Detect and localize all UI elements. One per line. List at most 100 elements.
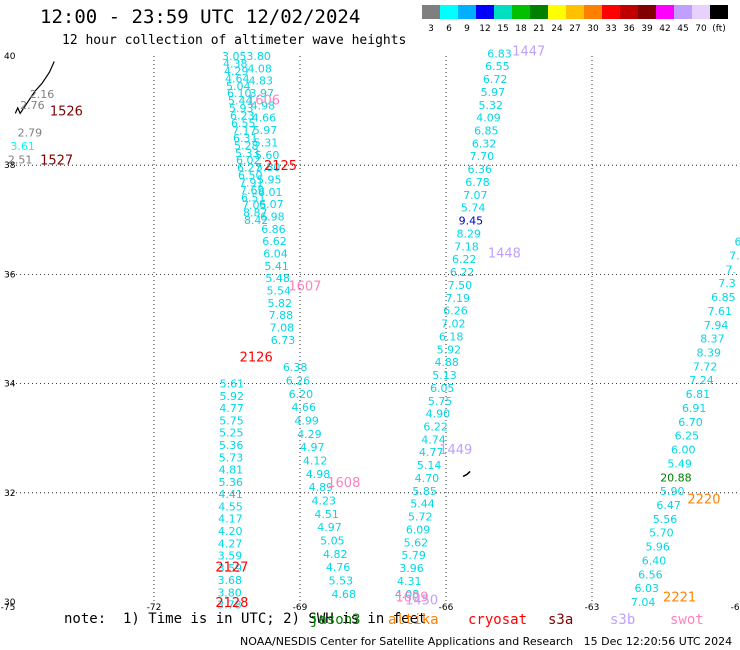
wave-height-value: 4.97 (317, 521, 342, 534)
scale-swatch (494, 5, 512, 19)
scale-tick-label: 70 (695, 24, 707, 33)
wave-height-value: 5.44 (228, 95, 253, 108)
wave-height-value: 5.93 (229, 102, 254, 115)
wave-height-value: 4.77 (419, 446, 444, 459)
x-tick-label: -60 (731, 603, 740, 613)
wave-height-value: 6.18 (439, 330, 464, 343)
pass-time-labels: 1526 1527 1606 2125 1607 2126 1608 2127 2128 1609… (40, 45, 720, 611)
wave-height-value: 6.31 (233, 132, 258, 145)
wave-height-value: 5.80 (256, 161, 281, 174)
wave-height-value: 6.91 (682, 402, 707, 415)
wave-height-value: 7.61 (708, 305, 733, 318)
wave-height-value: 5.72 (408, 511, 433, 524)
scale-swatch (620, 5, 638, 19)
wave-height-value: 4.08 (395, 588, 420, 601)
wave-height-value: 5.92 (437, 343, 462, 356)
wave-height-value: 8.42 (244, 214, 269, 227)
wave-height-value: 4.51 (314, 508, 339, 521)
x-tick-label: -75 (1, 603, 16, 613)
wave-height-value: 7.05 (242, 199, 267, 212)
wave-height-value: 4.70 (415, 472, 440, 485)
wave-height-value: 4.29 (224, 65, 249, 78)
scale-tick-label: 3 (428, 24, 434, 33)
wave-height-value: 5.44 (410, 498, 435, 511)
wave-height-value: 5.79 (401, 549, 426, 562)
coastline (14, 61, 471, 478)
wave-height-value: 4.66 (252, 112, 277, 125)
wave-height-value: 4.27 (218, 537, 243, 550)
wave-height-value: 5.32 (478, 99, 503, 112)
wave-height-value: 4.66 (291, 401, 316, 414)
wave-height-value: 5.62 (404, 536, 429, 549)
wave-height-value: 6.10 (227, 87, 252, 100)
wave-height-value: 4.41 (218, 488, 243, 501)
map-grid (8, 56, 738, 602)
wave-height-value: 6.47 (656, 499, 681, 512)
wave-height-labels: 3.054.384.294.645.046.105.445.936.236.55… (8, 47, 740, 611)
scale-tick-label: 21 (533, 24, 544, 33)
y-tick-label: 36 (4, 270, 16, 280)
wave-height-value: 3.80 (217, 586, 242, 599)
scale-swatch (422, 5, 440, 19)
wave-height-value: 5.41 (264, 260, 289, 273)
footer-credit: NOAA/NESDIS Center for Satellite Applica… (240, 635, 733, 648)
scale-swatch (548, 5, 566, 19)
wave-height-value: 5.53 (329, 574, 354, 587)
scale-tick-label: 42 (659, 24, 670, 33)
pass-time-label: 1448 (488, 247, 521, 262)
wave-height-value: 7.69 (240, 184, 265, 197)
legend-jason3: jason3 (310, 612, 361, 628)
wave-height-value: 7. (729, 250, 740, 263)
wave-height-value: 4.64 (225, 72, 250, 85)
wave-height-value: 6.02 (236, 154, 261, 167)
pass-time-label: 1527 (40, 154, 73, 169)
legend-note: note: 1) Time is in UTC; 2) SWH is in fe… (64, 611, 427, 627)
wave-height-value: 6.78 (465, 176, 490, 189)
pass-time-label: 1608 (327, 476, 360, 491)
wave-height-value: 5.97 (253, 124, 278, 137)
wave-height-value: 6.01 (258, 186, 283, 199)
wave-height-value: 2.51 (8, 154, 33, 167)
scale-swatch (692, 5, 710, 19)
scale-swatch (674, 5, 692, 19)
wave-height-value: 6.62 (262, 235, 287, 248)
legend-cryosat: cryosat (468, 612, 528, 628)
wave-height-value: 5.14 (417, 459, 442, 472)
pass-time-label: 1607 (288, 279, 321, 294)
wave-height-value: 7.94 (704, 319, 729, 332)
wave-height-value: 4.08 (247, 62, 272, 75)
wave-height-value: 6.73 (271, 334, 296, 347)
wave-height-value: 6.26 (286, 375, 311, 388)
wave-height-value: 3.68 (217, 574, 242, 587)
wave-height-value: 5.31 (254, 136, 279, 149)
scale-tick-label: 30 (587, 24, 599, 33)
wave-height-value: 4.82 (323, 548, 348, 561)
wave-height-value: 5.13 (432, 369, 457, 382)
wave-height-value: 7.04 (631, 596, 656, 609)
wave-height-value: 6.27 (237, 162, 262, 175)
wave-height-value: 3.97 (250, 87, 275, 100)
bermuda-island (462, 470, 471, 478)
wave-height-value: 20.88 (660, 471, 692, 484)
wave-height-value: 3.05 (222, 50, 247, 63)
wave-height-value: 4.38 (223, 57, 248, 70)
wave-height-value: 8.29 (456, 227, 481, 240)
wave-height-value: 5.25 (219, 427, 244, 440)
wave-height-value: 6.32 (472, 137, 497, 150)
pass-time-label: 1450 (405, 593, 438, 608)
scale-tick-label: 36 (623, 24, 635, 33)
scale-swatch (440, 5, 458, 19)
wave-height-value: 4.99 (294, 415, 319, 428)
pass-time-label: 2125 (264, 159, 297, 174)
wave-height-value: 6.50 (238, 169, 263, 182)
y-tick-label: 32 (4, 489, 15, 499)
wave-height-value: 4.83 (248, 75, 273, 88)
wave-height-value: 7.3 (718, 277, 736, 290)
scale-swatch (638, 5, 656, 19)
x-tick-label: -69 (293, 603, 308, 613)
wave-height-value: 6.20 (289, 388, 314, 401)
legend-s3a: s3a (548, 612, 574, 628)
wave-height-value: 4.12 (303, 455, 328, 468)
scale-swatch (476, 5, 494, 19)
wave-height-value: 4.29 (297, 428, 322, 441)
